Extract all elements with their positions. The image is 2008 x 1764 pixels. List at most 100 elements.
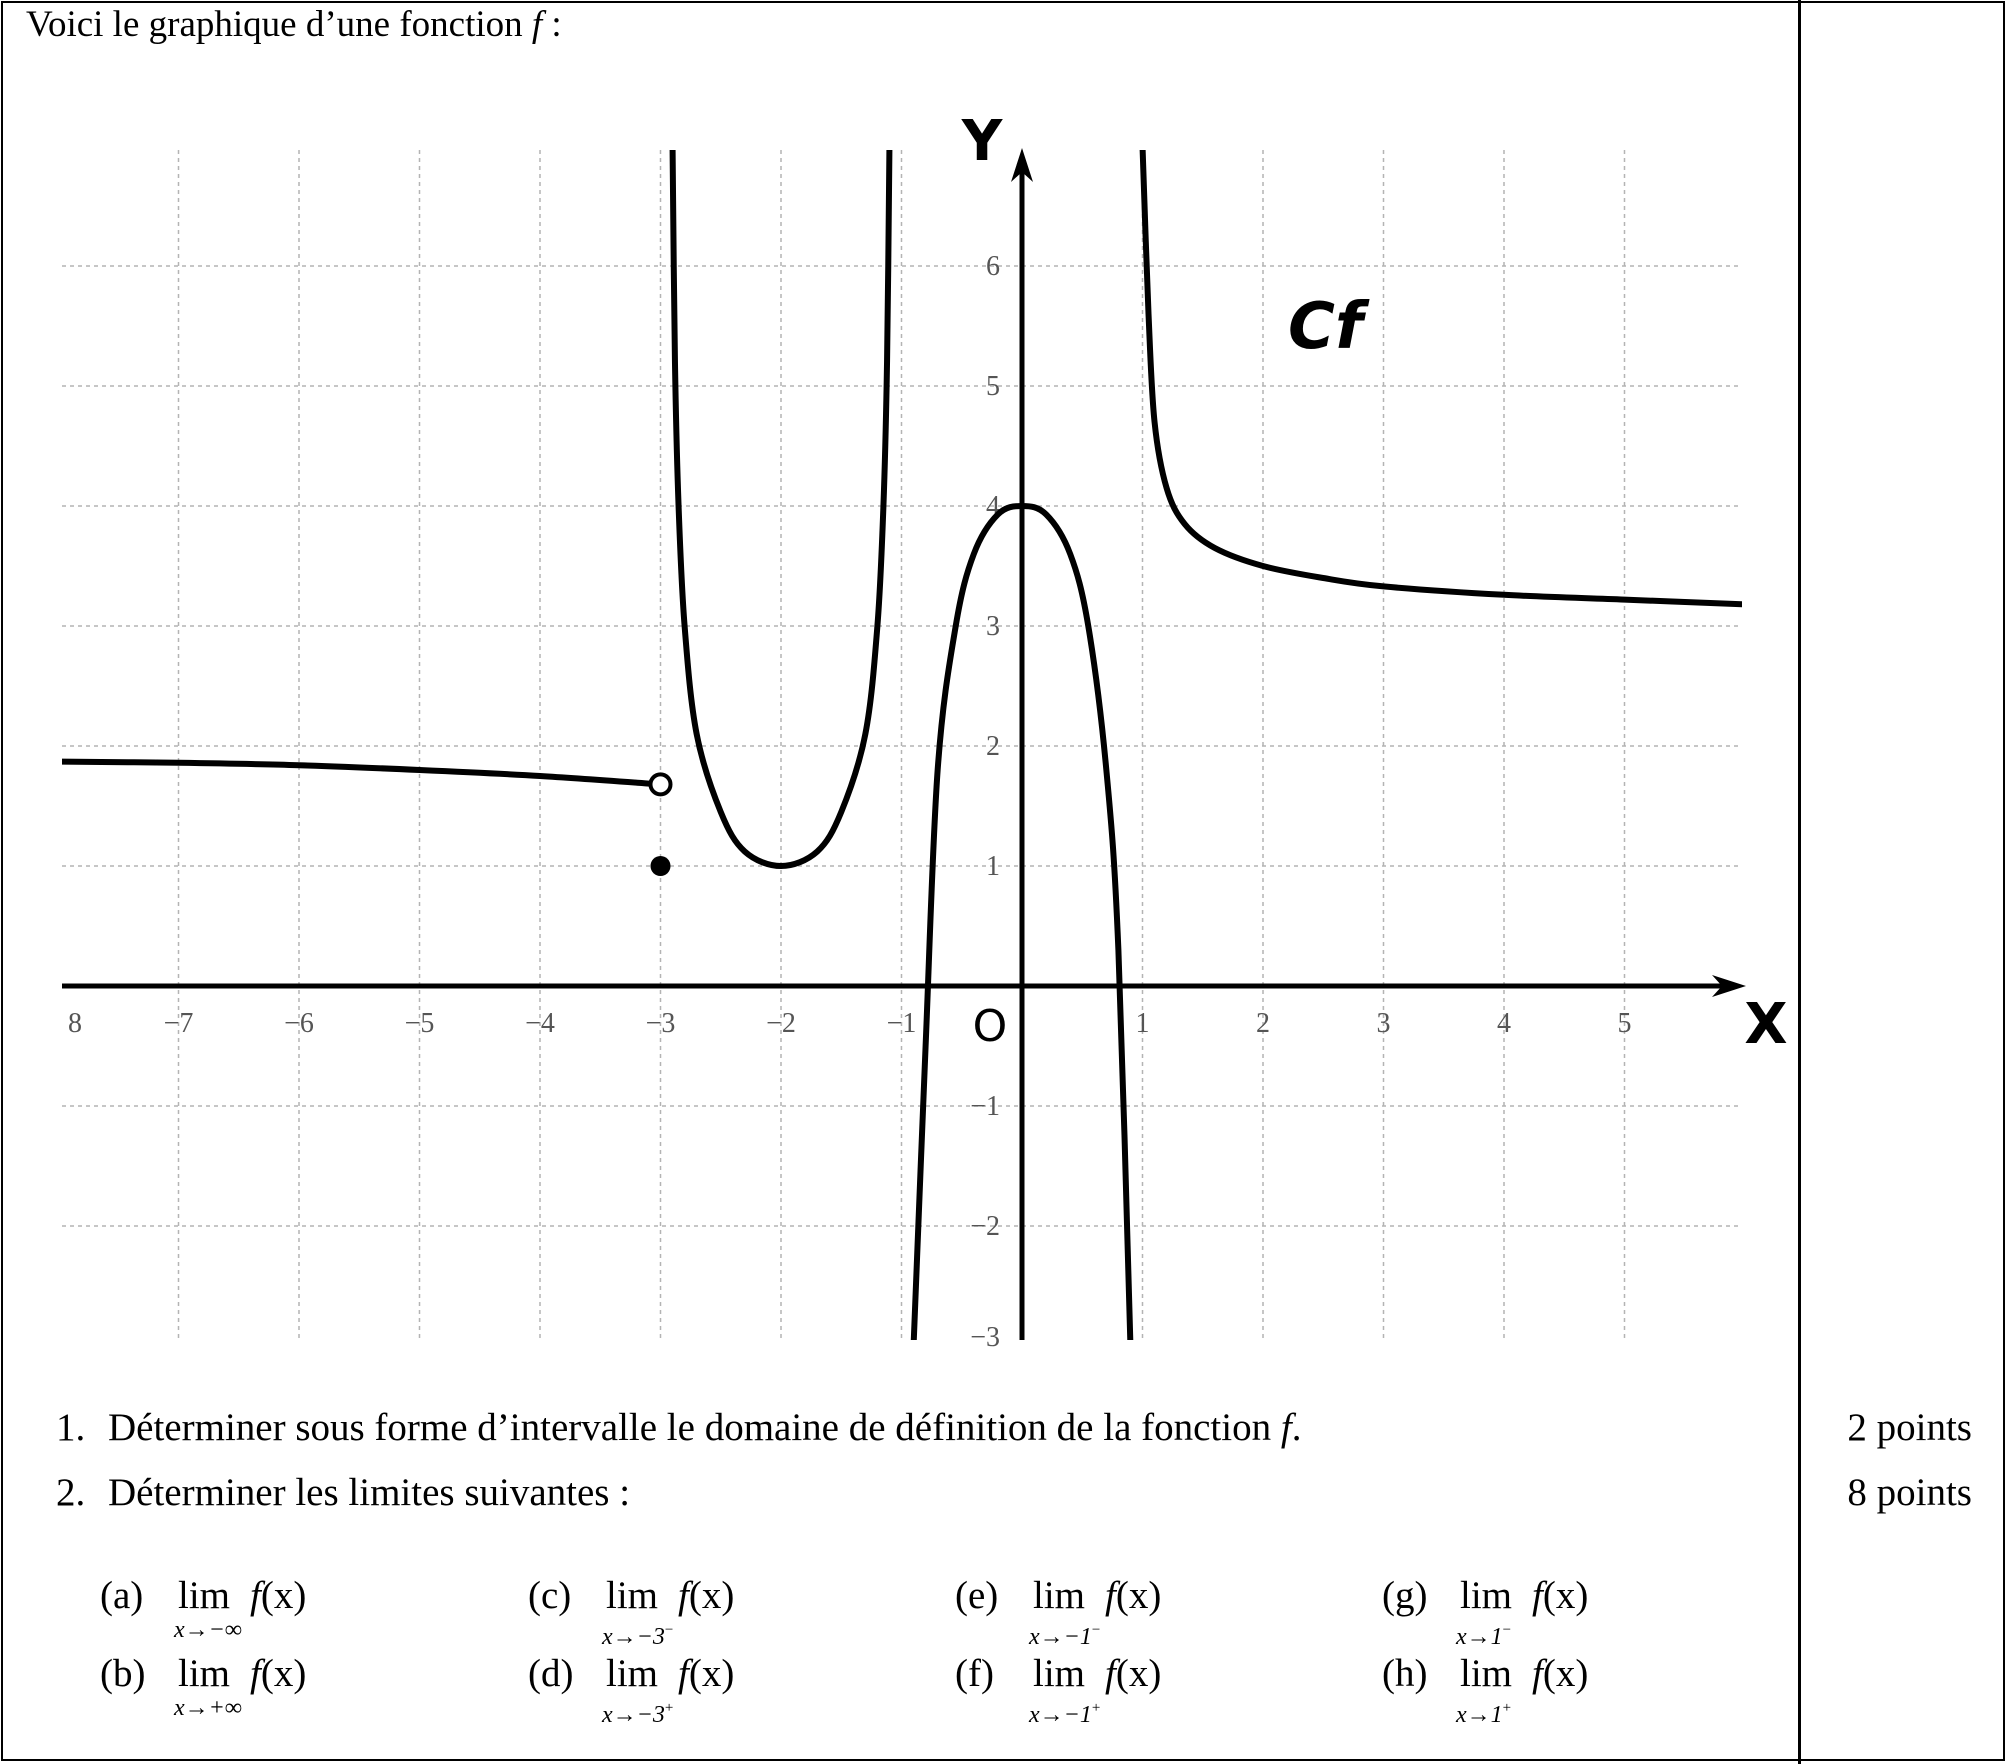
limit-tag: (c) [528,1574,572,1617]
limit-fname: f [678,1652,689,1695]
limit-subscript: x→−∞ [174,1617,242,1643]
curve-label: Cf [1288,290,1370,364]
limit-side: + [1502,1700,1512,1716]
x-tick-label: −1 [887,1008,917,1039]
question-1: 1. Déterminer sous forme d’intervalle le … [56,1404,1301,1452]
x-tick-label: −3 [646,1008,676,1039]
limit-function: f(x) [678,1650,734,1698]
x-tick-label: 3 [1377,1008,1391,1039]
limit-tag: (g) [1382,1574,1428,1617]
y-tick-label: −2 [970,1211,1000,1242]
y-axis-arrow [1011,148,1033,182]
curve-group [62,150,1742,1340]
limit-subscript: x→−3+ [602,1700,674,1728]
intro-text: Voici le graphique d’une fonction f : [26,2,562,48]
limit-argument: (x) [1115,1574,1162,1617]
limit-subscript: x→1− [1456,1622,1512,1650]
limit-subscript: x→−1+ [1029,1700,1101,1728]
limit-side: + [664,1700,674,1716]
limit-tag: (a) [100,1574,144,1617]
limit-argument: (x) [688,1574,735,1617]
x-tick-label: −7 [164,1008,194,1039]
limit-function: f(x) [250,1650,306,1698]
limit-subscript: x→−1− [1029,1622,1101,1650]
question-1-text: Déterminer sous forme d’intervalle le do… [108,1406,1281,1449]
x-tick-label: 4 [1497,1008,1511,1039]
limit-tag: (b) [100,1652,146,1695]
limit-operator: lim [178,1574,231,1617]
limit-side: + [1091,1700,1101,1716]
limit-argument: (x) [1115,1652,1162,1695]
limit-operator: lim [178,1652,231,1695]
y-tick-label: 3 [986,611,1000,642]
y-tick-label: −3 [970,1322,1000,1353]
curve-branch [62,758,661,788]
x-axis-label: X [1744,992,1787,1057]
limit-function: f(x) [1105,1650,1161,1698]
x-tick-label: −5 [405,1008,435,1039]
x-tick-label: 8 [68,1008,82,1039]
limit-fname: f [250,1574,261,1617]
limit-subscript: x→+∞ [174,1695,242,1721]
closed-point [650,856,671,876]
curve-branch [1139,150,1742,608]
question-2-number: 2. [56,1471,86,1514]
limit-tag: (f) [955,1652,994,1695]
question-1-fname: f [1280,1406,1292,1449]
points-column-divider [1798,0,1801,1764]
question-1-end: . [1291,1406,1302,1449]
question-2-text: Déterminer les limites suivantes : [108,1471,631,1514]
limit-function: f(x) [678,1572,734,1620]
y-tick-label: 6 [986,251,1000,282]
limit-fname: f [1532,1574,1543,1617]
limit-function: f(x) [250,1572,306,1620]
y-axis-label: Y [961,109,1004,174]
curve-branch [669,150,893,869]
y-tick-label: 2 [986,731,1000,762]
x-tick-label: −2 [766,1008,796,1039]
x-tick-label: −4 [525,1008,555,1039]
limit-operator: lim [606,1652,659,1695]
limit-fname: f [1532,1652,1543,1695]
question-2-points: 8 points [1847,1471,1972,1514]
limit-argument: (x) [1542,1652,1589,1695]
intro-colon: : [542,4,562,45]
limit-argument: (x) [1542,1574,1589,1617]
limit-argument: (x) [260,1574,307,1617]
y-tick-label: 5 [986,371,1000,402]
question-1-number: 1. [56,1406,86,1449]
intro-label: Voici le graphique d’une fonction [26,4,532,45]
limit-operator: lim [1033,1574,1086,1617]
limit-side: − [1091,1622,1101,1638]
question-2: 2. Déterminer les limites suivantes : [56,1469,630,1517]
x-tick-label: 1 [1136,1008,1150,1039]
limit-function: f(x) [1105,1572,1161,1620]
limit-fname: f [1105,1652,1116,1695]
curve-branch [910,503,1134,1340]
limit-operator: lim [1033,1652,1086,1695]
x-axis-arrow [1712,975,1746,997]
question-1-points: 2 points [1847,1406,1972,1449]
function-name: f [531,4,543,45]
limit-operator: lim [606,1574,659,1617]
limit-function: f(x) [1532,1572,1588,1620]
open-point [648,772,673,797]
limit-argument: (x) [688,1652,735,1695]
limit-subscript: x→1+ [1456,1700,1512,1728]
x-tick-label: −6 [284,1008,314,1039]
y-tick-label: 1 [986,851,1000,882]
limit-tag: (e) [955,1574,999,1617]
limit-fname: f [678,1574,689,1617]
limit-tag: (d) [528,1652,574,1695]
x-tick-label: 2 [1256,1008,1270,1039]
limit-operator: lim [1460,1574,1513,1617]
x-tick-label: 5 [1618,1008,1632,1039]
limit-function: f(x) [1532,1650,1588,1698]
limit-operator: lim [1460,1652,1513,1695]
limit-argument: (x) [260,1652,307,1695]
limit-fname: f [250,1652,261,1695]
limit-fname: f [1105,1574,1116,1617]
limit-tag: (h) [1382,1652,1428,1695]
